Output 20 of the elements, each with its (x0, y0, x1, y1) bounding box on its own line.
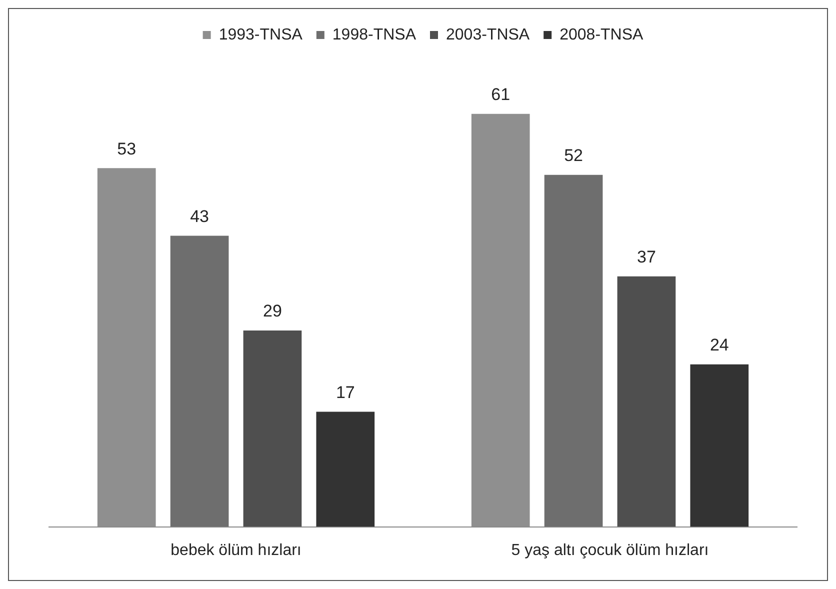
bar (690, 364, 749, 527)
x-tick-label: 5 yaş altı çocuk ölüm hızları (511, 542, 709, 559)
bar (544, 174, 603, 527)
data-label: 29 (263, 302, 282, 321)
data-label: 61 (491, 85, 510, 104)
x-tick-label: bebek ölüm hızları (170, 542, 302, 559)
bar (243, 330, 302, 527)
legend-label: 2008-TNSA (560, 26, 644, 44)
bar (617, 276, 676, 527)
data-label: 43 (190, 206, 209, 226)
legend-label: 2003-TNSA (446, 26, 530, 44)
bar (170, 236, 229, 527)
data-label: 52 (564, 146, 583, 166)
legend-label: 1998-TNSA (332, 26, 416, 44)
bar (316, 412, 375, 527)
data-label: 37 (637, 248, 656, 267)
data-label: 53 (117, 139, 136, 158)
data-label: 17 (336, 382, 355, 402)
data-label: 24 (710, 336, 729, 355)
legend-label: 1993-TNSA (218, 26, 303, 44)
